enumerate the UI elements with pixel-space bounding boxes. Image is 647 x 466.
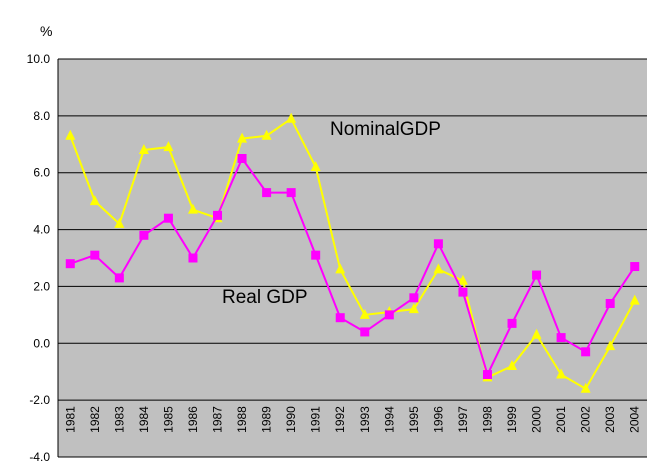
x-tick-label: 1986 (186, 406, 200, 433)
point-marker (237, 132, 248, 143)
point-marker (630, 262, 640, 272)
x-tick-label: 1984 (137, 406, 151, 433)
point-marker (605, 298, 615, 308)
x-tick-label: 2000 (530, 406, 544, 433)
point-marker (286, 112, 297, 123)
point-marker (138, 143, 149, 154)
series-line (69, 117, 636, 391)
point-marker (359, 308, 370, 319)
point-marker (114, 217, 125, 228)
x-tick-label: 2003 (603, 406, 617, 433)
series-annotation: NominalGDP (330, 119, 441, 140)
point-marker (65, 259, 75, 269)
y-tick-label: 2.0 (33, 279, 50, 293)
point-marker (409, 293, 419, 303)
point-marker (90, 250, 100, 260)
x-tick-label: 1992 (333, 406, 347, 433)
x-tick-label: 1982 (88, 406, 102, 433)
point-marker (556, 333, 566, 343)
x-tick-label: 1988 (235, 406, 249, 433)
point-marker (262, 188, 272, 198)
x-tick-label: 1989 (260, 406, 274, 433)
y-tick-label: -4.0 (29, 450, 50, 464)
plot-background (58, 59, 647, 457)
y-tick-label: 0.0 (33, 336, 50, 350)
point-marker (286, 188, 296, 198)
point-marker (532, 270, 542, 280)
point-marker (213, 210, 223, 220)
x-tick-label: 1995 (407, 406, 421, 433)
point-marker (163, 213, 173, 223)
point-marker (408, 303, 419, 314)
x-tick-label: 2001 (554, 406, 568, 433)
x-tick-label: 1991 (309, 406, 323, 433)
x-tick-label: 1998 (480, 406, 494, 433)
x-tick-label: 2004 (628, 406, 642, 433)
point-marker (65, 129, 76, 140)
point-marker (237, 154, 247, 163)
point-marker (433, 263, 444, 274)
point-marker (605, 340, 616, 351)
series-annotation: Real GDP (222, 287, 308, 308)
x-tick-label: 1987 (211, 406, 225, 433)
y-tick-label: 6.0 (33, 166, 50, 180)
x-tick-label: 2002 (579, 406, 593, 433)
point-marker (433, 239, 443, 249)
point-marker (89, 195, 100, 206)
point-marker (482, 370, 492, 380)
point-marker (139, 230, 149, 240)
x-tick-label: 1994 (382, 406, 396, 433)
x-tick-label: 1999 (505, 406, 519, 433)
point-marker (457, 274, 468, 285)
point-marker (187, 203, 198, 214)
point-marker (188, 253, 198, 263)
y-tick-label: 8.0 (33, 109, 50, 123)
point-marker (335, 263, 346, 274)
x-tick-label: 1996 (431, 406, 445, 433)
x-tick-label: 1985 (161, 406, 175, 433)
point-marker (384, 310, 394, 320)
x-tick-label: 1993 (358, 406, 372, 433)
point-marker (114, 273, 124, 283)
point-marker (458, 287, 468, 297)
point-marker (531, 328, 542, 339)
point-marker (580, 382, 591, 393)
point-marker (507, 360, 518, 371)
x-tick-label: 1983 (112, 406, 126, 433)
point-marker (507, 318, 517, 328)
point-marker (581, 347, 591, 357)
y-tick-label: 4.0 (33, 223, 50, 237)
point-marker (311, 250, 321, 260)
x-tick-label: 1997 (456, 406, 470, 433)
point-marker (360, 327, 370, 337)
y-tick-label: 10.0 (27, 52, 51, 66)
y-axis-label: % (40, 23, 52, 39)
point-marker (310, 161, 321, 172)
y-tick-label: -2.0 (29, 393, 50, 407)
x-tick-label: 1981 (63, 406, 77, 433)
point-marker (629, 294, 640, 305)
point-marker (261, 129, 272, 140)
x-tick-label: 1990 (284, 406, 298, 433)
point-marker (556, 368, 567, 379)
point-marker (335, 313, 345, 323)
point-marker (163, 141, 174, 152)
